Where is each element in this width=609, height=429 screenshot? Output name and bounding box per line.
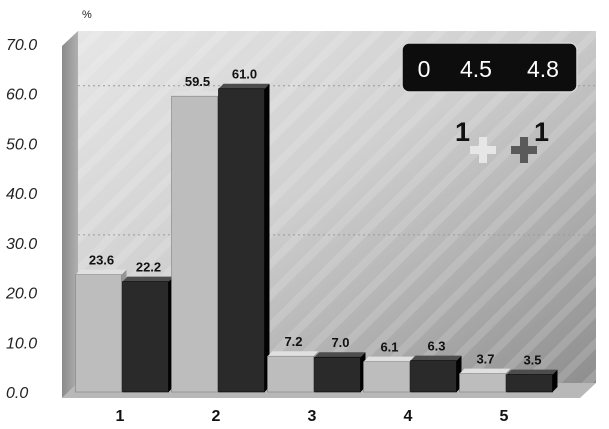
plus-icon-dark (511, 137, 537, 163)
score-value-1: 0 (418, 56, 431, 82)
data-label: 23.6 (89, 253, 114, 268)
data-label: 7.0 (331, 335, 349, 350)
y-tick-label: 30.0 (6, 236, 37, 253)
data-label: 3.7 (476, 352, 494, 367)
x-tick-label: 1 (116, 408, 125, 425)
data-label: 61.0 (232, 67, 257, 82)
bar-s1-4 (363, 356, 415, 393)
data-label: 22.2 (136, 260, 161, 275)
y-tick-label: 40.0 (6, 186, 37, 203)
bar-s2-5 (506, 369, 558, 393)
bar-s1-1 (75, 269, 127, 393)
y-tick-label: 50.0 (6, 136, 37, 153)
bar-s2-3 (314, 352, 366, 393)
plus-count-light: 1 (455, 117, 470, 147)
score-value-3: 4.8 (527, 56, 559, 82)
plus-count-dark: 1 (534, 117, 549, 147)
x-tick-label: 5 (500, 408, 509, 425)
data-label: 3.5 (523, 353, 541, 368)
data-label: 59.5 (185, 74, 210, 89)
score-box: 0 4.5 4.8 (401, 42, 578, 93)
bar-s1-2 (171, 91, 223, 393)
score-value-2: 4.5 (460, 56, 492, 82)
bar-s2-4 (410, 355, 462, 393)
plus-icon-light (470, 137, 496, 163)
plus-marker-light: 1 (455, 117, 496, 163)
bar-s2-1 (122, 276, 174, 393)
data-label: 6.1 (380, 340, 398, 355)
bar-s1-3 (267, 351, 319, 393)
bar-s2-2 (218, 83, 270, 393)
y-tick-label: 10.0 (6, 335, 37, 352)
x-tick-label: 4 (404, 408, 413, 425)
y-tick-label: 70.0 (6, 37, 37, 54)
y-tick-label: 0.0 (6, 385, 28, 402)
bar-s1-5 (459, 368, 511, 393)
x-tick-label: 2 (212, 408, 221, 425)
data-label: 6.3 (427, 339, 445, 354)
plus-marker-dark: 1 (511, 117, 549, 163)
y-tick-label: 20.0 (5, 286, 37, 303)
y-tick-label: 60.0 (6, 87, 37, 104)
y-unit-label: % (82, 9, 92, 21)
left-side-wall (62, 31, 78, 398)
data-label: 7.2 (284, 334, 302, 349)
x-tick-label: 3 (308, 408, 317, 425)
